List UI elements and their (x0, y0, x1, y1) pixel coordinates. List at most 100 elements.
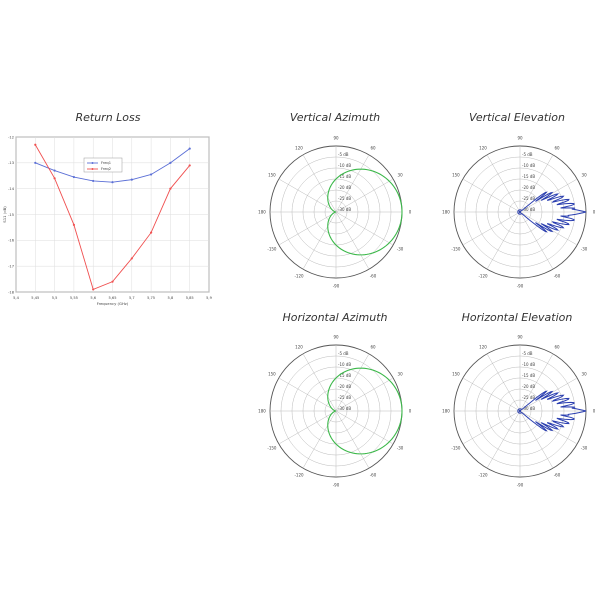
v_az-angle-label: 60 (370, 145, 376, 150)
return-loss-x-tick: 5,65 (108, 296, 116, 300)
return-loss-x-tick: 5,6 (90, 296, 96, 300)
v_el-spoke (462, 178, 521, 213)
return-loss-legend-marker (91, 162, 94, 164)
return-loss-y-tick: -12 (8, 135, 14, 139)
return-loss-point-freq2 (53, 177, 56, 180)
h_el-angle-label: 0 (593, 409, 596, 414)
horizontal-elevation-title: Horizontal Elevation (461, 311, 573, 324)
v_el-angle-label: 120 (479, 145, 487, 150)
v_az-spoke (335, 211, 370, 270)
h_az-r-tick: -15 dB (338, 373, 351, 378)
v_el-angle-label: -90 (517, 284, 524, 289)
v_el-angle-label: 180 (442, 210, 450, 215)
v_el-pattern-line (517, 191, 587, 233)
h_az-angle-label: -150 (267, 446, 277, 451)
return-loss-y-tick: -14 (8, 187, 15, 191)
return-loss-y-tick: -13 (8, 161, 14, 165)
v_az-r-tick: -20 dB (338, 185, 351, 190)
v_az-angle-label: 30 (398, 173, 404, 178)
return-loss-point-freq1 (34, 161, 37, 164)
h_el-angle-label: 90 (517, 335, 523, 340)
return-loss-point-freq1 (169, 161, 172, 164)
v_el-angle-label: 90 (517, 136, 523, 141)
h_az-r-tick: -10 dB (338, 362, 351, 367)
return-loss-point-freq2 (188, 164, 191, 167)
v_el-spoke (519, 154, 554, 213)
return-loss-x-tick: 5,5 (52, 296, 58, 300)
h_az-angle-label: 150 (268, 372, 276, 377)
v_el-angle-label: -60 (554, 274, 561, 279)
v_el-r-tick: -15 dB (522, 174, 535, 179)
return-loss-x-label: Frequency (GHz) (97, 301, 129, 306)
return-loss-legend (83, 157, 123, 173)
h_az-spoke (278, 377, 337, 412)
h_el-angle-label: 180 (442, 409, 450, 414)
return-loss-y-label: S11 (dB) (2, 206, 7, 223)
return-loss-y-tick: -18 (8, 290, 15, 294)
return-loss-x-tick: 5,7 (129, 296, 135, 300)
v_az-angle-label: -90 (333, 284, 340, 289)
return-loss-legend-label: Freq2 (101, 167, 111, 171)
v_az-spoke (278, 211, 337, 246)
v_az-r-tick: -25 dB (338, 196, 351, 201)
return-loss-point-freq1 (92, 179, 95, 183)
h_el-spoke (486, 353, 521, 412)
return-loss-y-tick: -16 (8, 239, 15, 243)
h_az-angle-label: 180 (258, 409, 266, 414)
v_el-angle-label: -30 (581, 247, 588, 252)
v_el-r-tick: -20 dB (522, 185, 535, 190)
h_az-spoke (302, 410, 337, 469)
h_el-r-tick: -30 dB (522, 406, 535, 411)
h_el-spoke (486, 410, 521, 469)
horizontal-azimuth-title: Horizontal Azimuth (282, 311, 388, 324)
v_el-angle-label: -150 (451, 247, 461, 252)
return-loss-point-freq2 (169, 187, 172, 190)
return-loss-y-tick: -15 (8, 213, 14, 217)
return-loss-point-freq1 (150, 173, 153, 176)
h_az-angle-label: 30 (398, 372, 404, 377)
v_az-r-tick: -15 dB (338, 174, 351, 179)
h_az-r-tick: -20 dB (338, 384, 351, 389)
h_el-angle-label: 60 (554, 344, 560, 349)
h_el-spoke (462, 377, 521, 412)
return-loss-x-tick: 5,85 (186, 296, 194, 300)
h_el-pattern-line (517, 390, 587, 432)
v_az-spoke (335, 154, 370, 213)
v_el-center-marker (518, 210, 522, 214)
return-loss-legend-label: Freq1 (101, 161, 111, 165)
v_az-r-tick: -5 dB (338, 152, 349, 157)
return-loss-point-freq1 (188, 147, 191, 150)
v_az-spoke (335, 211, 394, 246)
return-loss-x-tick: 5,45 (31, 296, 39, 300)
h_el-angle-label: 120 (479, 344, 487, 349)
v_az-spoke (302, 154, 337, 213)
h_az-spoke (335, 410, 370, 469)
h_el-r-tick: -20 dB (522, 384, 535, 389)
h_az-r-tick: -25 dB (338, 395, 351, 400)
return-loss-x-tick: 5,4 (13, 296, 19, 300)
return-loss-legend-marker (91, 168, 94, 170)
return-loss-point-freq2 (34, 143, 37, 146)
v_el-spoke (486, 211, 521, 270)
h_az-r-tick: -5 dB (338, 351, 349, 356)
v_az-angle-label: -30 (397, 247, 404, 252)
v_el-r-tick: -10 dB (522, 163, 535, 168)
v_az-angle-label: -60 (370, 274, 377, 279)
v_az-angle-label: 150 (268, 173, 276, 178)
v_az-spoke (278, 178, 337, 213)
return-loss-point-freq2 (72, 223, 75, 226)
v_el-spoke (519, 211, 554, 270)
h_el-angle-label: -30 (581, 446, 588, 451)
v_az-angle-label: 120 (295, 145, 303, 150)
return-loss-point-freq2 (111, 280, 114, 283)
h_az-angle-label: -90 (333, 483, 340, 488)
h_az-angle-label: 120 (295, 344, 303, 349)
v_az-angle-label: 0 (409, 210, 412, 215)
h_az-spoke (278, 410, 337, 445)
v_el-angle-label: 60 (554, 145, 560, 150)
v_az-angle-label: 90 (333, 136, 339, 141)
h_az-angle-label: -120 (294, 473, 304, 478)
return-loss-point-freq1 (53, 169, 56, 172)
h_el-angle-label: -120 (478, 473, 488, 478)
